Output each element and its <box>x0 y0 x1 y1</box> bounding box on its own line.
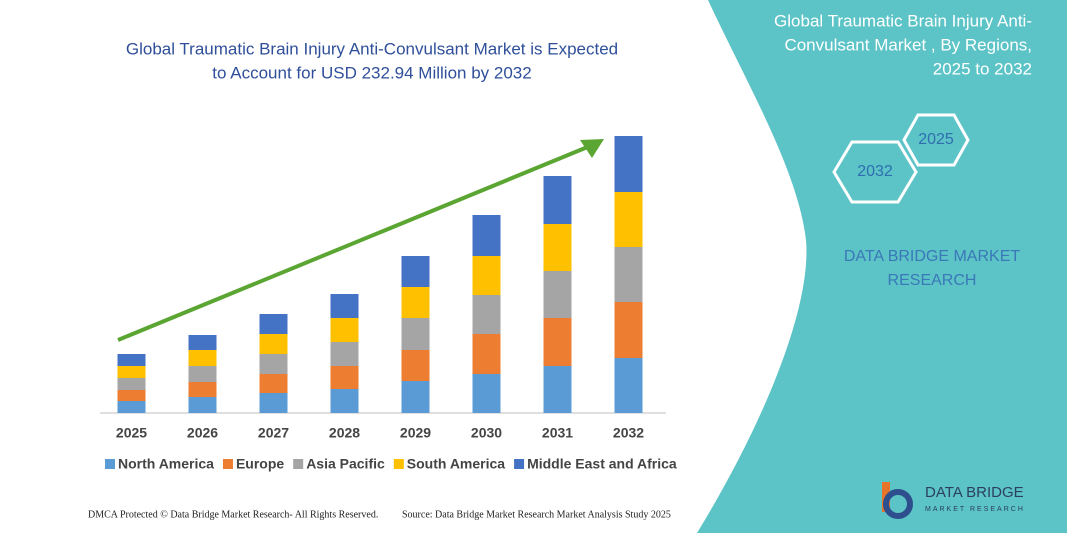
bar-segment <box>330 342 359 366</box>
bar-segment <box>117 390 146 401</box>
hexagon <box>832 140 918 204</box>
bar-segment <box>401 287 430 318</box>
logo-tagline: MARKET RESEARCH <box>925 506 1025 513</box>
x-tick-label: 2028 <box>329 425 360 441</box>
bar-segment <box>401 318 430 350</box>
hex-label: 2032 <box>857 163 893 180</box>
legend-swatch <box>105 459 115 469</box>
bar-segment <box>117 378 146 390</box>
bar-segment <box>401 256 430 287</box>
legend-swatch <box>514 459 525 469</box>
bar-segment <box>188 382 217 397</box>
legend-label: North America <box>118 456 214 472</box>
footer-source: Source: Data Bridge Market Research Mark… <box>402 509 671 520</box>
bar-segment <box>543 176 572 224</box>
bar-segment <box>259 314 288 334</box>
bar-segment <box>117 366 146 378</box>
hex-label: 2025 <box>918 131 954 148</box>
brand-text: RESEARCH <box>888 272 977 289</box>
bar-segment <box>614 358 643 413</box>
bar-segment <box>188 397 217 413</box>
bar-segment <box>472 334 501 374</box>
bar-segment <box>472 374 501 413</box>
bar-segment <box>472 295 501 334</box>
bar-segment <box>543 318 572 366</box>
bar-segment <box>614 302 643 358</box>
x-tick-label: 2027 <box>258 425 289 441</box>
bar-segment <box>543 224 572 271</box>
x-tick-label: 2029 <box>400 425 431 441</box>
bar-segment <box>401 350 430 381</box>
panel-title: Convulsant Market , By Regions, <box>784 35 1032 54</box>
legend: North America Europe Asia Pacific South Ame… <box>105 456 677 472</box>
legend-label: South America <box>407 456 505 472</box>
x-tick-label: 2026 <box>187 425 218 441</box>
bar-segment <box>543 271 572 318</box>
x-tick-label: 2031 <box>542 425 573 441</box>
hexagon <box>902 113 970 167</box>
bar-segment <box>330 366 359 389</box>
bar-segment <box>614 192 643 247</box>
legend-swatch <box>293 459 304 469</box>
bar-segment <box>330 294 359 318</box>
bars: 2025 2026 2027 2028 2029 2030 2031 2032 <box>116 136 644 441</box>
legend-label: Middle East and Africa <box>527 456 677 472</box>
bar-segment <box>188 350 217 366</box>
bar-segment <box>259 354 288 374</box>
bar-segment <box>472 215 501 256</box>
x-tick-label: 2030 <box>471 425 502 441</box>
legend-label: Europe <box>236 456 284 472</box>
bar-segment <box>330 318 359 342</box>
footer-note: DMCA Protected © Data Bridge Market Rese… <box>88 509 378 520</box>
bar-segment <box>259 374 288 393</box>
bar-segment <box>330 389 359 413</box>
bar-segment <box>614 136 643 192</box>
chart-title: to Account for USD 232.94 Million by 203… <box>212 63 531 82</box>
legend-swatch <box>222 459 233 469</box>
bar-segment <box>401 381 430 413</box>
bar-segment <box>543 366 572 413</box>
bar-segment <box>188 335 217 350</box>
chart-title: Global Traumatic Brain Injury Anti-Convu… <box>126 39 618 58</box>
bar-segment <box>259 393 288 413</box>
logo-name: DATA BRIDGE <box>925 484 1024 501</box>
panel-title: 2025 to 2032 <box>933 59 1032 78</box>
bar-segment <box>117 354 146 366</box>
bar-segment <box>117 401 146 413</box>
x-tick-label: 2025 <box>116 425 147 441</box>
bar-segment <box>188 366 217 382</box>
side-panel <box>697 0 1067 533</box>
bar-segment <box>472 256 501 295</box>
bar-segment <box>259 334 288 354</box>
legend-swatch <box>393 459 404 469</box>
x-tick-label: 2032 <box>613 425 644 441</box>
legend-label: Asia Pacific <box>306 456 385 472</box>
bar-segment <box>614 247 643 302</box>
logo-icon <box>882 482 913 519</box>
arrow-head <box>580 139 604 158</box>
brand-text: DATA BRIDGE MARKET <box>844 248 1021 265</box>
panel-title: Global Traumatic Brain Injury Anti- <box>774 11 1032 30</box>
trend-arrow <box>117 144 591 342</box>
